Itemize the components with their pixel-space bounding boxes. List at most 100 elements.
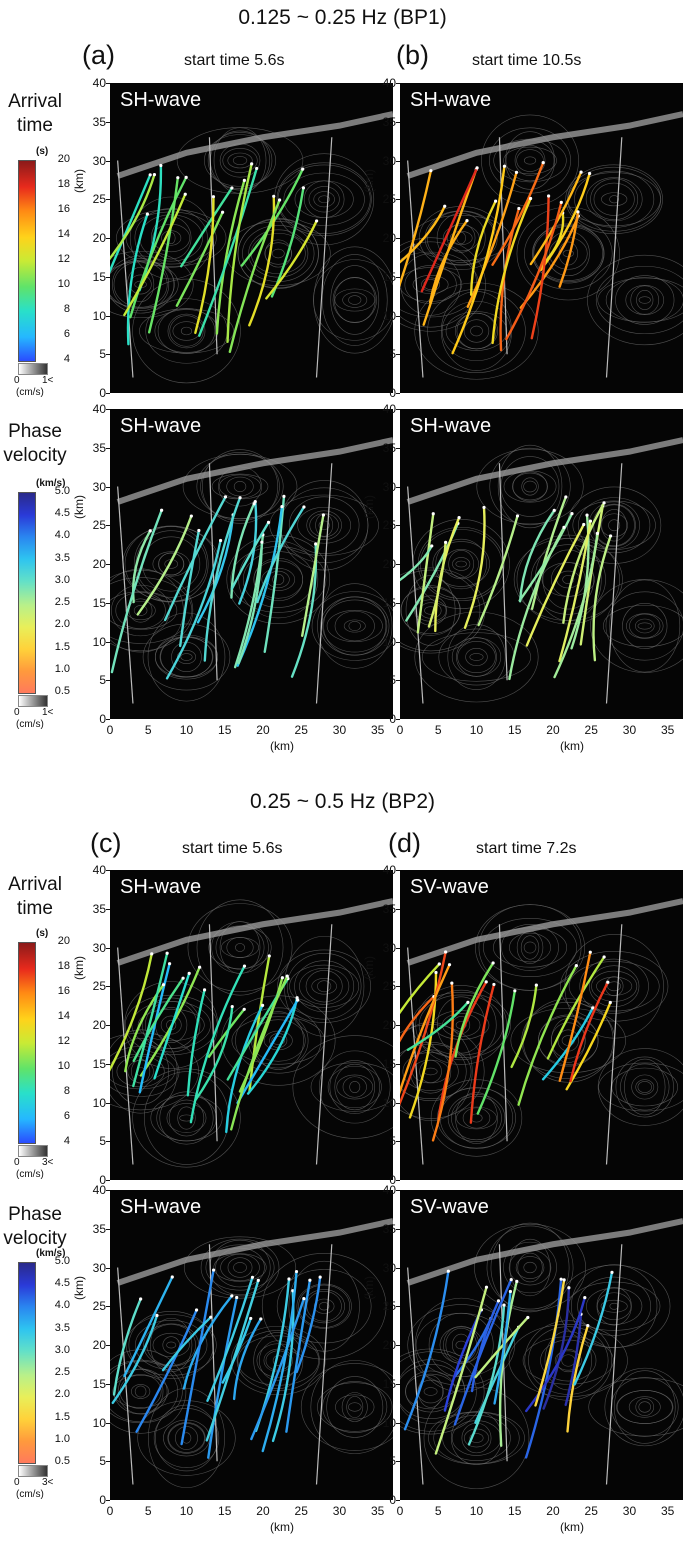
station-dot <box>562 525 566 530</box>
y-tick-label: 35 <box>382 114 396 129</box>
y-tick-mark <box>396 1267 400 1269</box>
ray-path <box>250 1297 306 1441</box>
contour-line <box>524 1320 613 1401</box>
ray-path <box>558 950 592 1082</box>
contour-line <box>523 480 537 493</box>
contour-line <box>317 583 393 669</box>
fault-line <box>407 486 424 704</box>
contour-line <box>289 964 360 1008</box>
wave-label: SH-wave <box>120 1196 202 1218</box>
y-tick-mark <box>106 986 110 988</box>
contour-line <box>277 949 371 1023</box>
y-tick-label: 10 <box>92 308 106 323</box>
contour-line <box>162 1336 180 1354</box>
contour-line <box>159 1091 214 1145</box>
colorbar-tick: 12 <box>57 1035 70 1047</box>
contour-line <box>586 1287 643 1325</box>
y-axis-label: (km) <box>362 956 376 980</box>
station-dot <box>514 170 519 174</box>
x-tick-label: 30 <box>332 723 347 737</box>
contour-line <box>611 1377 679 1437</box>
station-dot <box>280 505 284 509</box>
station-dot <box>444 950 448 954</box>
x-tick-label: 30 <box>622 723 637 737</box>
station-dot <box>606 980 610 984</box>
map-panel: SV-wave <box>400 1190 683 1500</box>
y-tick-mark <box>396 680 400 682</box>
contour-line <box>237 218 319 289</box>
contour-line <box>176 127 304 194</box>
station-dot <box>529 196 533 201</box>
x-tick-label: 25 <box>294 1504 308 1518</box>
station-dot <box>209 1315 213 1319</box>
ray-path <box>476 989 517 1115</box>
contour-line <box>433 1411 520 1465</box>
y-tick-label: 20 <box>92 1018 106 1032</box>
y-tick-label: 30 <box>92 940 106 955</box>
colorbar-tick: 0.5 <box>54 685 70 697</box>
contour-line <box>405 575 456 646</box>
ray-path <box>207 1008 246 1058</box>
ray-path <box>110 952 153 1072</box>
station-dot <box>150 952 154 956</box>
contour-line <box>205 1244 275 1291</box>
contour-line <box>616 1390 673 1424</box>
ray-path <box>256 505 306 604</box>
contour-line <box>168 1423 205 1453</box>
y-tick-mark <box>106 276 110 278</box>
colorbar-tick: 0.5 <box>54 1455 70 1467</box>
x-tick-label: 10 <box>179 1504 194 1518</box>
contour-line <box>157 308 216 354</box>
contour-line <box>591 970 638 1002</box>
station-dot <box>287 1277 291 1281</box>
y-tick-label: 5 <box>389 673 396 688</box>
y-tick-mark <box>106 870 110 871</box>
coast-ridge <box>116 111 393 179</box>
row-label-phase-bp1: Phase velocity <box>0 420 75 468</box>
colorbar-tick: 16 <box>57 203 70 215</box>
y-tick-label: 20 <box>92 231 106 245</box>
y-tick-label: 35 <box>382 440 396 455</box>
contour-line <box>400 586 461 635</box>
contour-line <box>593 182 635 216</box>
y-tick-label: 15 <box>382 595 396 610</box>
ray-path <box>474 1326 520 1424</box>
station-dot <box>508 1289 513 1294</box>
contour-line <box>248 229 309 278</box>
ray-path <box>491 197 532 345</box>
contour-line <box>319 1050 391 1124</box>
contour-line <box>110 1029 178 1114</box>
contour-line <box>318 1302 330 1311</box>
y-tick-label: 0 <box>389 712 396 726</box>
ray-path <box>491 161 545 266</box>
contour-line <box>574 170 655 228</box>
x-tick-label: 30 <box>332 1504 347 1518</box>
contour-line <box>514 145 546 176</box>
contour-line <box>233 480 247 493</box>
fault-line <box>407 947 424 1165</box>
contour-line <box>166 231 176 245</box>
colorbar-tick: 12 <box>57 253 70 265</box>
x-tick-label: 15 <box>218 723 232 737</box>
coast-ridge <box>116 437 393 505</box>
map-svg <box>400 1218 683 1489</box>
y-tick-label: 0 <box>99 1493 106 1507</box>
y-tick-label: 35 <box>382 901 396 916</box>
row-label-line: time <box>17 115 53 136</box>
ray-path <box>189 964 246 1124</box>
station-dot <box>547 194 551 198</box>
contour-line <box>317 1382 393 1432</box>
panel-letter-d: (d) <box>388 828 421 858</box>
y-tick-label: 35 <box>92 440 106 455</box>
contour-line <box>609 1302 619 1310</box>
wave-label: SH-wave <box>120 876 202 898</box>
ray-path <box>525 523 585 647</box>
station-dot <box>155 1313 159 1318</box>
ray-path <box>248 954 271 1093</box>
station-dot <box>285 974 289 978</box>
contour-line <box>442 1414 511 1462</box>
ray-path <box>400 962 441 1015</box>
contour-line <box>455 1092 498 1144</box>
y-tick-mark <box>106 680 110 682</box>
contour-line <box>248 1012 309 1069</box>
